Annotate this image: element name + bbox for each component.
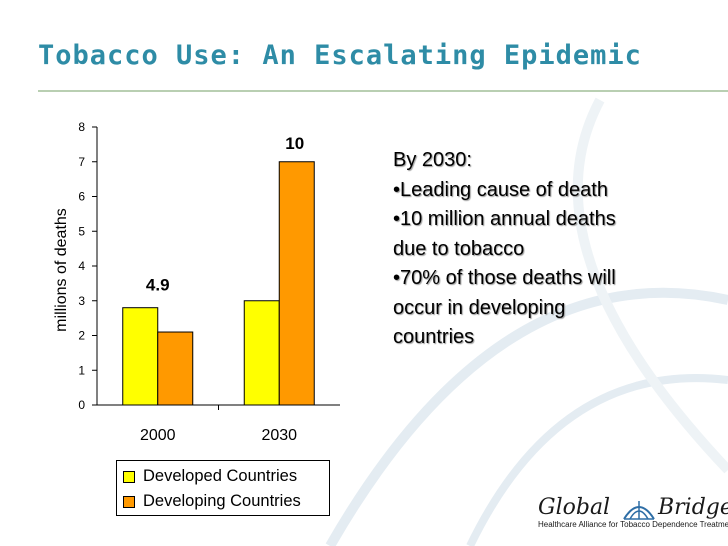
global-bridges-logo: Global Bridges Healthcare Alliance for T… <box>538 495 728 535</box>
legend-item-developing: Developing Countries <box>123 492 301 511</box>
y-tick-label: 6 <box>78 190 85 204</box>
legend-swatch-developing <box>123 495 135 508</box>
notes-heading: By 2030: <box>393 149 472 171</box>
x-tick-label: 2030 <box>261 427 297 444</box>
chart-legend: Developed Countries Developing Countries <box>116 460 330 516</box>
y-tick-label: 2 <box>78 329 85 343</box>
logo-word-global: Global <box>538 495 611 520</box>
y-axis-label: millions of deaths <box>53 208 70 332</box>
key-facts-text: By 2030: •Leading cause of death •10 mil… <box>393 146 693 353</box>
logo-word-bridges: Bridges <box>658 495 728 520</box>
notes-line: •Leading cause of death <box>393 178 608 201</box>
legend-item-developed: Developed Countries <box>123 467 297 486</box>
y-tick-label: 0 <box>78 398 85 412</box>
y-tick-label: 7 <box>78 155 85 169</box>
logo-tagline: Healthcare Alliance for Tobacco Dependen… <box>538 520 728 529</box>
y-tick-label: 5 <box>78 224 85 238</box>
y-tick-label: 3 <box>78 294 85 308</box>
bar-developed-2030 <box>243 300 280 406</box>
data-label-total-2000: 4.9 <box>146 276 170 295</box>
notes-line: •70% of those deaths will <box>393 267 616 289</box>
legend-label-developing: Developing Countries <box>143 492 301 510</box>
title-divider <box>38 90 728 92</box>
notes-line: due to tobacco <box>393 237 525 260</box>
bar-developing-2000 <box>157 331 194 406</box>
bar-developing-2030 <box>278 161 315 406</box>
notes-line: occur in developing <box>393 296 566 319</box>
notes-line: •10 million annual deaths <box>393 208 616 230</box>
bar-developed-2000 <box>122 307 159 406</box>
notes-line: countries <box>393 326 475 348</box>
data-label-total-2030: 10 <box>285 134 304 153</box>
legend-label-developed: Developed Countries <box>143 467 298 485</box>
y-tick-label: 8 <box>78 120 85 134</box>
x-tick-label: 2000 <box>140 427 176 444</box>
bridge-arc-icon <box>623 501 655 520</box>
y-tick-label: 1 <box>78 363 85 377</box>
legend-swatch-developed <box>123 470 135 483</box>
y-tick-label: 4 <box>78 259 85 273</box>
slide-title: Tobacco Use: An Escalating Epidemic <box>38 40 642 71</box>
